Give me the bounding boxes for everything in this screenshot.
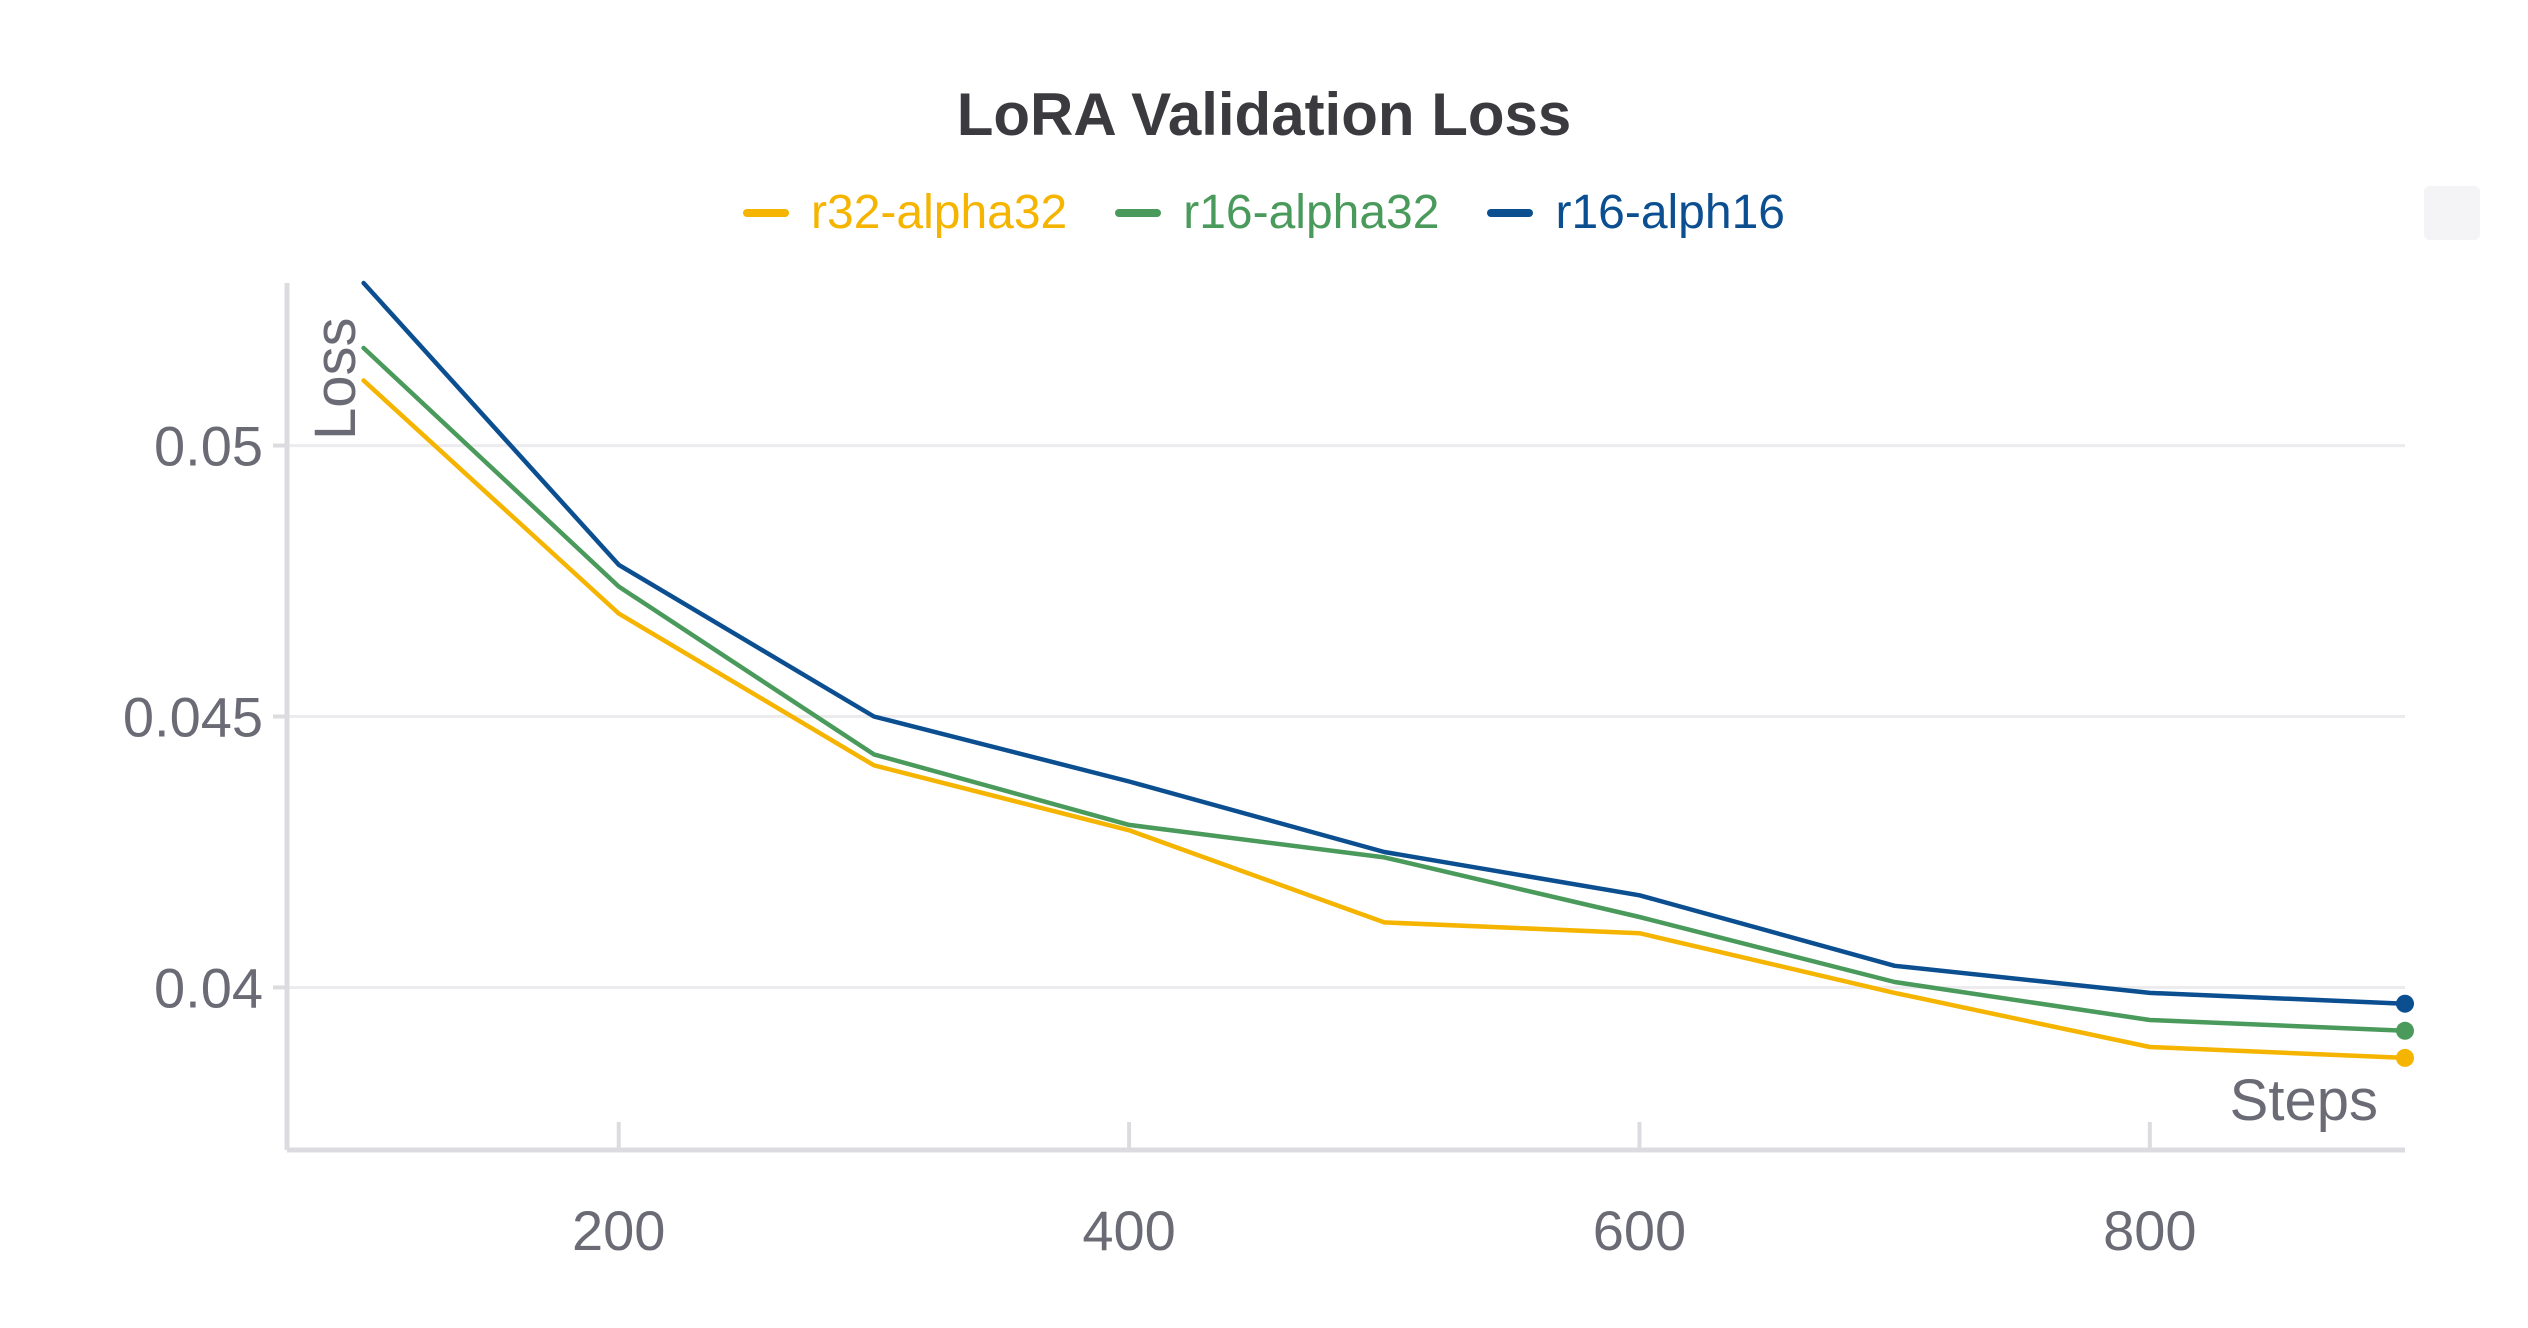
x-tick-label: 600: [1593, 1199, 1686, 1262]
x-tick-label: 800: [2103, 1199, 2196, 1262]
legend-label-r32-alpha32: r32-alpha32: [811, 186, 1068, 239]
series-end-points: [2396, 994, 2414, 1067]
y-tick-label: 0.05: [154, 415, 263, 478]
legend: r32-alpha32 r16-alpha32 r16-alph16: [0, 185, 2528, 240]
series-end-point-r16-alpha32[interactable]: [2396, 1021, 2414, 1040]
legend-item-r32-alpha32[interactable]: r32-alpha32: [743, 185, 1067, 240]
chart-title: LoRA Validation Loss: [956, 81, 1572, 148]
tick-labels: 0.04 0.045 0.05 200 400 600 800: [123, 415, 2197, 1262]
series-line-r16-alph16[interactable]: [361, 280, 2408, 1006]
x-tick-label: 400: [1082, 1199, 1175, 1262]
grid-lines: [287, 444, 2405, 989]
series-end-point-r32-alpha32[interactable]: [2396, 1048, 2414, 1067]
corner-box: [2424, 186, 2480, 240]
y-tick-label: 0.045: [123, 686, 263, 749]
legend-label-r16-alph16: r16-alph16: [1555, 186, 1785, 239]
y-axis-title: Loss: [303, 317, 368, 440]
series-lines: [361, 280, 2408, 1061]
legend-label-r16-alpha32: r16-alpha32: [1183, 186, 1440, 239]
legend-swatch-r16-alph16: [1487, 208, 1534, 217]
y-tick-label: 0.04: [154, 956, 263, 1019]
legend-item-r16-alpha32[interactable]: r16-alpha32: [1115, 185, 1439, 240]
series-line-r16-alpha32[interactable]: [361, 345, 2408, 1034]
axes: [273, 283, 2405, 1153]
x-tick-label: 200: [572, 1199, 665, 1262]
legend-swatch-r16-alpha32: [1115, 208, 1162, 217]
legend-item-r16-alph16[interactable]: r16-alph16: [1487, 185, 1785, 240]
series-line-r32-alpha32[interactable]: [361, 378, 2408, 1061]
legend-swatch-r32-alpha32: [743, 208, 790, 217]
x-axis-title: Steps: [2230, 1068, 2378, 1133]
series-end-point-r16-alph16[interactable]: [2396, 994, 2414, 1013]
